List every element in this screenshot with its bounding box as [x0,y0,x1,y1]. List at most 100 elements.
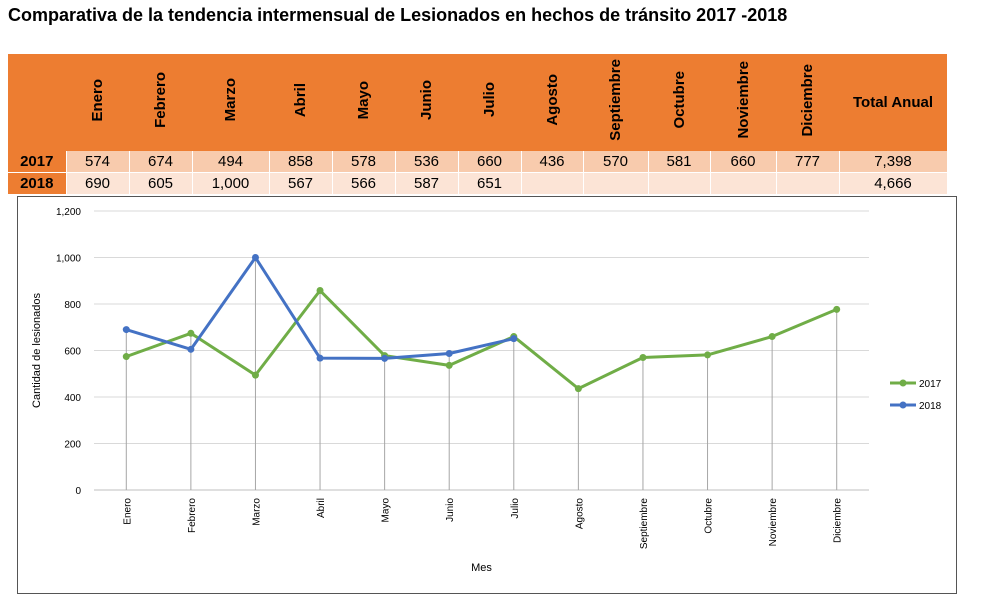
data-point-2017 [704,351,712,359]
table-cell: 570 [583,151,649,173]
month-header: Septiembre [583,54,648,151]
month-header: Octubre [648,54,710,151]
data-point-2017 [187,329,195,337]
table-cell: 494 [192,151,270,173]
x-tick-label: Mayo [381,498,392,523]
legend-marker [899,401,907,409]
x-tick-label: Marzo [251,498,262,526]
data-point-2018 [510,335,518,343]
y-tick-label: 1,000 [56,254,81,265]
data-table: Enero Febrero Marzo Abril Mayo Junio Julio Agos… [8,54,948,195]
page-title: Comparativa de la tendencia intermensual… [8,5,788,25]
month-header-label: Junio [418,80,435,120]
y-tick-label: 1,200 [56,207,81,218]
month-header-label: Agosto [543,74,561,126]
table-cell: 690 [66,172,130,195]
data-point-2018 [187,345,195,353]
table-cell: 660 [458,151,522,173]
table-cell: 651 [458,172,522,195]
month-header-label: Marzo [222,78,239,122]
month-header: Enero [66,54,129,151]
y-tick-label: 600 [64,347,81,358]
data-point-2017 [639,353,647,361]
table-row: 2018 690 605 1,000 567 566 587 651 4,666 [8,172,948,195]
table-cell [583,172,649,195]
month-header-label: Diciembre [799,63,816,137]
month-header: Agosto [521,54,583,151]
month-header-label: Julio [481,82,498,118]
series-line-2017 [125,289,838,391]
table-cell: 858 [269,151,333,173]
legend-marker [899,379,907,387]
row-year-label: 2018 [8,172,67,195]
x-tick-label: Febrero [187,498,198,533]
row-year-label: 2017 [8,151,67,173]
x-tick-label: Septiembre [639,498,650,550]
x-tick-label: Agosto [574,498,585,530]
table-cell: 536 [395,151,459,173]
data-point-2018 [316,354,324,362]
month-header-label: Mayo [355,80,372,120]
month-header: Junio [395,54,458,151]
x-tick-label: Abril [316,498,327,518]
table-cell: 578 [332,151,396,173]
table-cell: 566 [332,172,396,195]
table-corner [8,54,66,151]
month-header-label: Febrero [152,72,169,128]
row-total: 7,398 [839,151,948,173]
x-tick-label: Julio [510,498,521,519]
data-point-2018 [445,350,453,358]
month-header-label: Enero [89,78,106,122]
y-tick-label: 200 [64,440,81,451]
data-point-2017 [768,333,776,341]
data-point-2017 [122,353,130,361]
month-header-label: Noviembre [734,61,752,139]
x-tick-label: Diciembre [833,498,844,543]
x-tick-label: Octubre [704,498,715,534]
table-cell [648,172,711,195]
data-point-2017 [251,371,259,379]
month-header: Diciembre [776,54,839,151]
table-row: 2017 574 674 494 858 578 536 660 436 570 581 660 777… [8,151,948,173]
legend-label: 2017 [919,379,942,390]
table-cell [710,172,777,195]
month-header: Julio [458,54,521,151]
data-point-2017 [316,287,324,295]
y-tick-label: 400 [64,393,81,404]
table-cell: 574 [66,151,130,173]
row-total: 4,666 [839,172,948,195]
month-header: Febrero [129,54,192,151]
month-header-label: Octubre [670,71,688,129]
table-cell: 777 [776,151,840,173]
table-cell: 567 [269,172,333,195]
x-tick-label: Junio [445,498,456,522]
x-tick-label: Noviembre [768,498,779,547]
month-header: Noviembre [710,54,776,151]
chart-container: 0 200 400 600 800 1,000 1,200 Enero Febrero Marzo… [17,196,957,594]
table-cell: 581 [648,151,711,173]
month-header: Mayo [332,54,395,151]
table-cell: 674 [129,151,193,173]
data-point-2017 [445,361,453,369]
month-header: Abril [269,54,332,151]
table-header-row: Enero Febrero Marzo Abril Mayo Junio Julio Agos… [8,54,947,151]
data-point-2018 [381,354,389,362]
table-cell: 436 [521,151,584,173]
data-point-2018 [251,254,259,261]
x-tick-label: Enero [122,498,133,525]
table-cell: 605 [129,172,193,195]
table-cell: 587 [395,172,459,195]
month-header-label: Septiembre [607,59,624,141]
data-point-2017 [833,305,841,313]
data-point-2018 [122,326,130,334]
y-axis-title: Cantidad de lesionados [31,293,43,408]
month-header: Marzo [192,54,269,151]
month-header-label: Abril [292,82,309,118]
table-cell [521,172,584,195]
x-axis-title: Mes [471,562,492,574]
table-cell: 1,000 [192,172,270,195]
y-tick-label: 800 [64,300,81,311]
legend-label: 2018 [919,401,942,412]
table-cell [776,172,840,195]
y-tick-label: 0 [75,486,81,497]
